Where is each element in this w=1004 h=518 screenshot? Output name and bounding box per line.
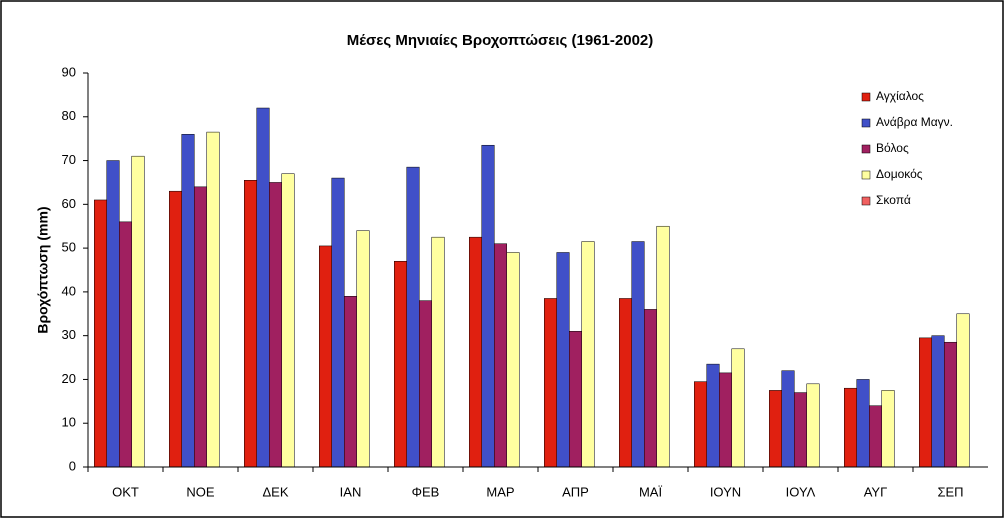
legend-label: Αγχίαλος xyxy=(876,89,924,103)
bar xyxy=(781,370,795,468)
bar xyxy=(169,190,182,468)
bar xyxy=(856,379,870,468)
x-tick-label: ΜΑΪ xyxy=(639,484,663,499)
y-tick-label: 60 xyxy=(62,196,76,211)
y-tick-label: 20 xyxy=(62,371,76,386)
y-tick-label: 0 xyxy=(69,458,76,473)
bar xyxy=(731,348,745,468)
bar xyxy=(281,173,295,468)
bar xyxy=(206,131,220,468)
bar xyxy=(356,230,370,468)
bar xyxy=(881,390,895,468)
y-tick-label: 40 xyxy=(62,283,76,298)
bar xyxy=(644,309,657,468)
x-tick-label: ΜΑΡ xyxy=(486,484,514,499)
bar xyxy=(944,341,957,468)
bar xyxy=(331,177,345,468)
bar xyxy=(581,241,595,468)
bar xyxy=(131,155,145,468)
bar xyxy=(806,383,820,468)
bar xyxy=(506,252,520,468)
x-tick-label: ΝΟΕ xyxy=(186,484,215,499)
bar xyxy=(256,107,270,468)
x-tick-label: ΙΟΥΛ xyxy=(786,484,816,499)
bar xyxy=(106,160,120,468)
legend-label: Βόλος xyxy=(876,141,909,155)
bar xyxy=(344,296,357,468)
chart-title: Μέσες Μηνιαίες Βροχοπτώσεις (1961-2002) xyxy=(347,32,654,49)
legend-swatch xyxy=(861,170,871,180)
x-tick-label: ΔΕΚ xyxy=(262,484,288,499)
bar xyxy=(956,313,970,468)
bar xyxy=(406,166,420,468)
bar xyxy=(269,182,282,468)
bar xyxy=(544,298,557,468)
legend-label: Σκοπά xyxy=(876,193,911,207)
bar xyxy=(94,199,107,468)
bar xyxy=(119,221,132,468)
legend-swatch xyxy=(861,92,871,102)
bar xyxy=(706,363,720,468)
y-tick-label: 10 xyxy=(62,415,76,430)
bar xyxy=(569,331,582,468)
bar xyxy=(919,337,932,468)
bar xyxy=(719,372,732,468)
x-tick-label: ΟΚΤ xyxy=(112,484,139,499)
x-tick-label: ΑΥΓ xyxy=(864,484,888,499)
x-tick-label: ΑΠΡ xyxy=(562,484,589,499)
bar xyxy=(194,186,207,468)
x-tick-label: ΣΕΠ xyxy=(937,484,963,499)
bar xyxy=(631,241,645,468)
bar xyxy=(181,134,195,468)
bar xyxy=(869,405,882,468)
bar xyxy=(469,236,482,468)
bar xyxy=(656,225,670,468)
legend-swatch xyxy=(861,118,871,128)
bar xyxy=(794,392,807,468)
bar xyxy=(844,387,857,468)
legend-label: Δομοκός xyxy=(876,167,923,181)
bar xyxy=(556,252,570,468)
bar xyxy=(694,381,707,468)
legend-swatch xyxy=(861,196,871,206)
bar xyxy=(619,298,632,468)
legend-label: Ανάβρα Μαγν. xyxy=(876,115,953,129)
bar xyxy=(931,335,945,468)
y-tick-label: 90 xyxy=(62,64,76,79)
bar xyxy=(244,180,257,468)
bar xyxy=(769,390,782,468)
bar xyxy=(431,236,445,468)
bar xyxy=(481,144,495,468)
y-tick-label: 50 xyxy=(62,240,76,255)
y-tick-label: 80 xyxy=(62,108,76,123)
legend-swatch xyxy=(861,144,871,154)
bar xyxy=(419,300,432,468)
x-tick-label: ΙΑΝ xyxy=(340,484,362,499)
bar xyxy=(319,245,332,468)
x-tick-label: ΦΕΒ xyxy=(412,484,440,499)
y-tick-label: 70 xyxy=(62,152,76,167)
y-axis-label: Βροχόπτωση (mm) xyxy=(35,206,51,333)
bar xyxy=(494,243,507,468)
bar xyxy=(394,260,407,468)
x-tick-label: ΙΟΥΝ xyxy=(710,484,741,499)
y-tick-label: 30 xyxy=(62,327,76,342)
